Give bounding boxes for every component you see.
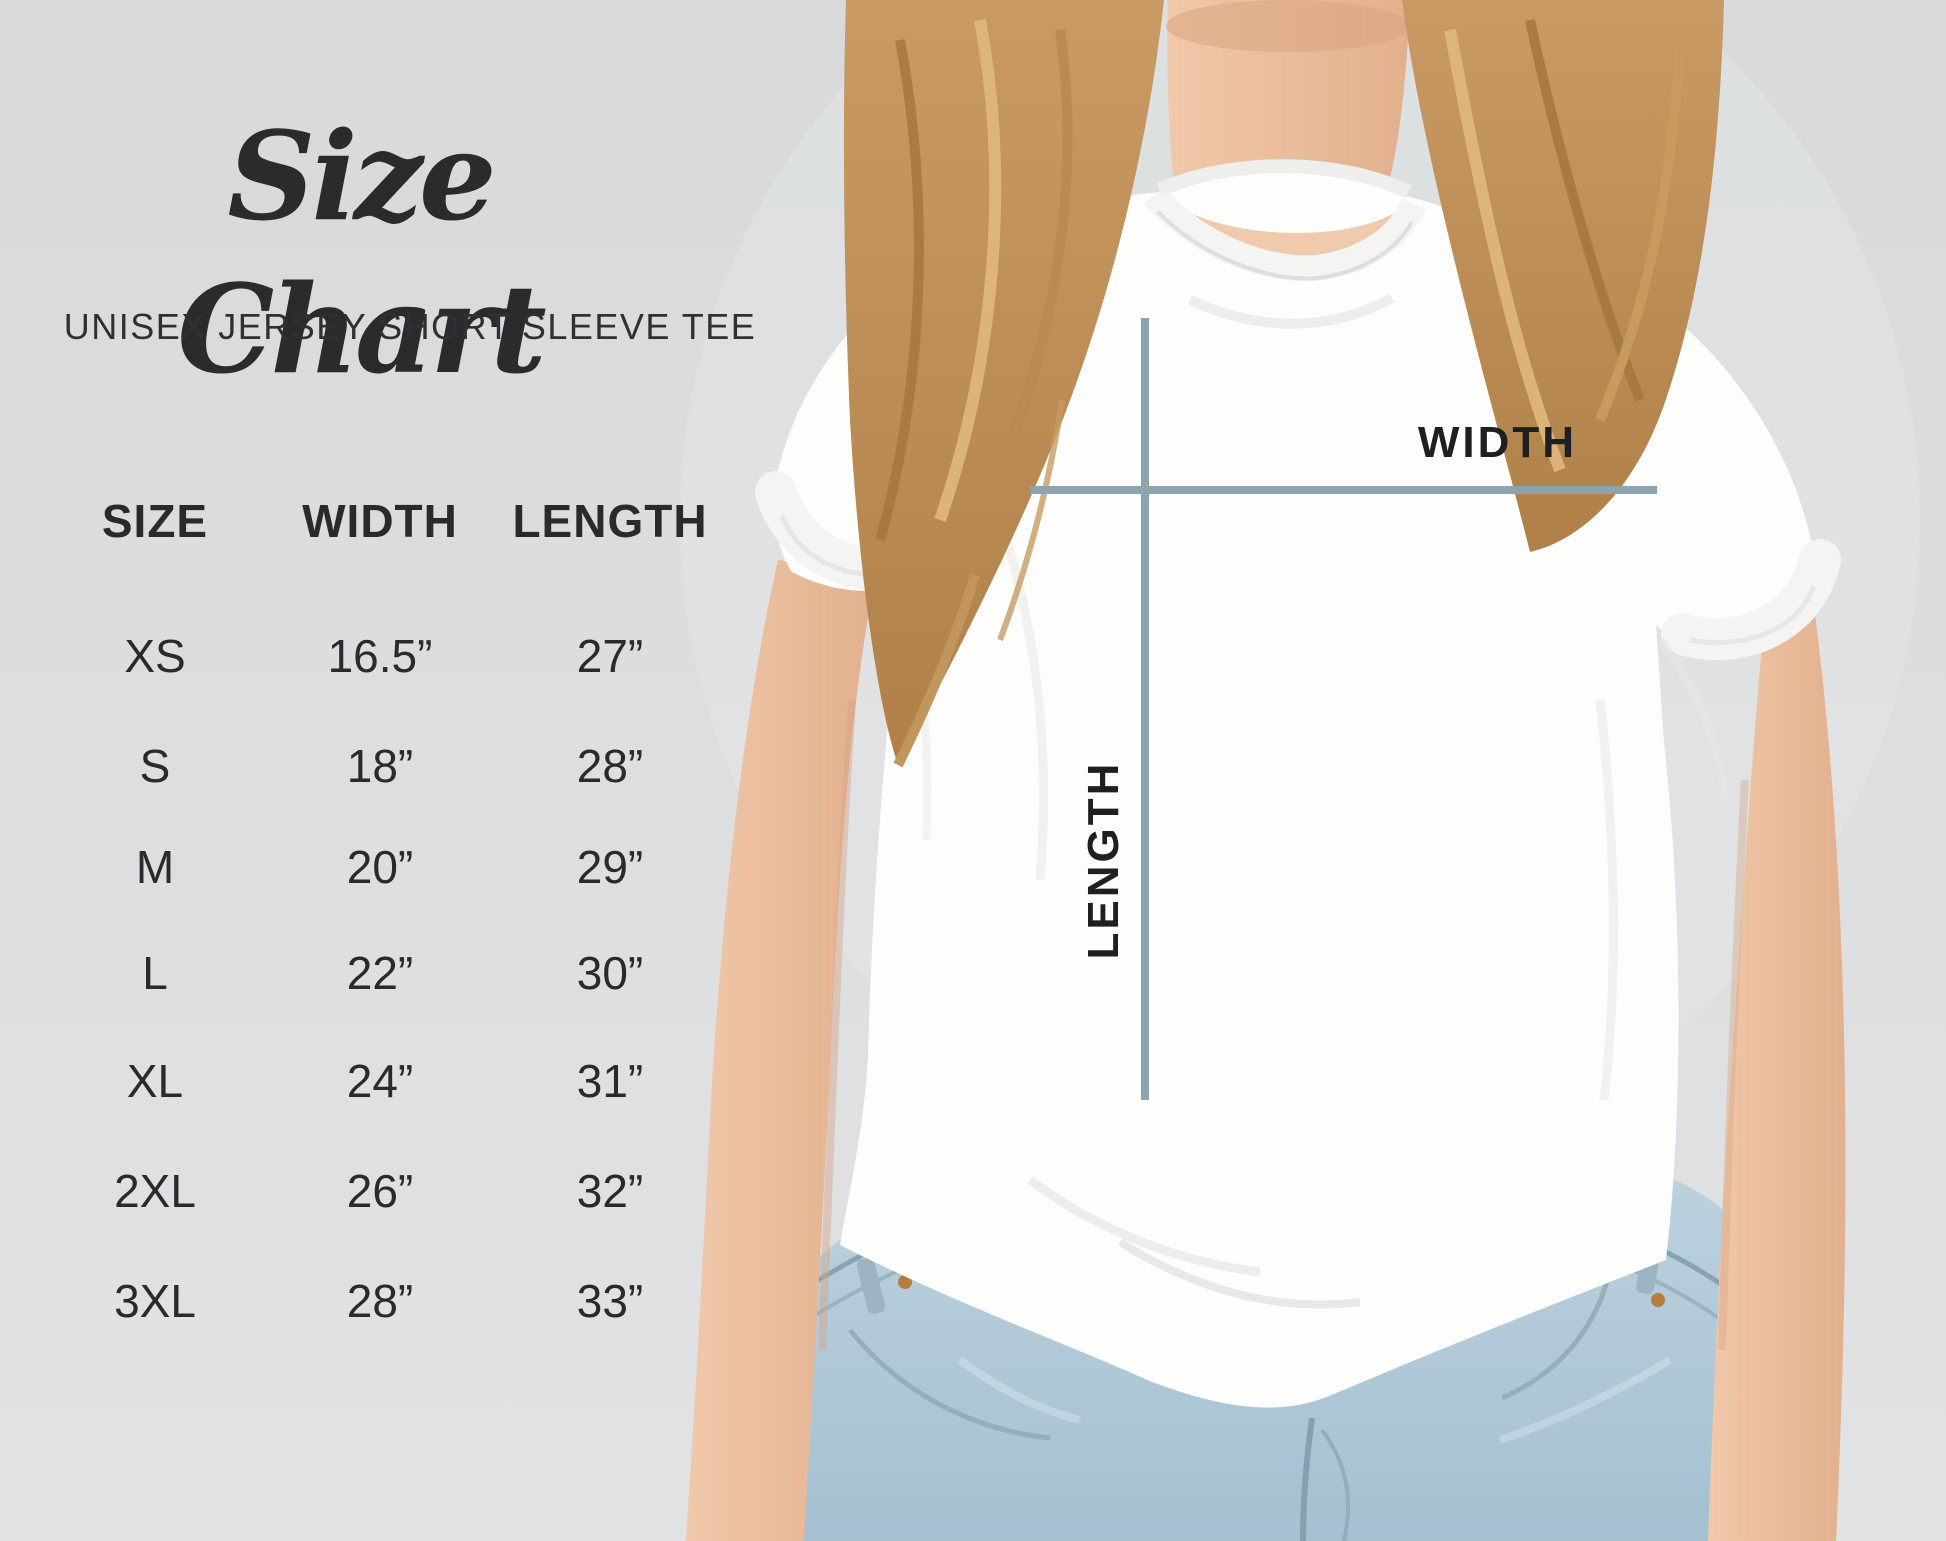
column-header-size: SIZE	[101, 495, 209, 547]
page-title: Size Chart	[177, 104, 546, 401]
cell-width: 20”	[346, 841, 414, 893]
left-arm-shape	[686, 560, 876, 1541]
length-line	[1141, 318, 1149, 1100]
hair-left-shape	[843, 0, 1164, 768]
cell-length: 32”	[576, 1165, 644, 1217]
cell-width: 26”	[346, 1165, 414, 1217]
table-row: 2XL 26” 32”	[40, 1162, 730, 1220]
cell-size: XL	[126, 1055, 184, 1107]
right-arm-shape	[1708, 615, 1846, 1541]
table-row: S 18” 28”	[40, 737, 730, 795]
width-line	[1030, 486, 1657, 494]
table-row: XS 16.5” 27”	[40, 627, 730, 685]
cell-size: XS	[124, 630, 186, 682]
cell-size: 2XL	[114, 1165, 196, 1217]
table-row: 3XL 28” 33”	[40, 1272, 730, 1330]
page-subtitle: UNISEX JERSEY SHORT SLEEVE TEE	[63, 306, 757, 347]
cell-size: 3XL	[114, 1275, 196, 1327]
cell-length: 31”	[576, 1055, 644, 1107]
length-label: LENGTH	[1079, 760, 1128, 960]
cell-length: 27”	[576, 630, 644, 682]
cell-size: L	[142, 947, 168, 999]
cell-length: 28”	[576, 740, 644, 792]
cell-width: 22”	[346, 947, 414, 999]
collar-shape	[1144, 159, 1426, 282]
cell-width: 18”	[346, 740, 414, 792]
width-label: WIDTH	[1417, 418, 1577, 467]
cell-width: 16.5”	[327, 630, 433, 682]
table-header-row: SIZE WIDTH LENGTH	[40, 492, 730, 550]
cell-length: 29”	[576, 841, 644, 893]
cell-length: 30”	[576, 947, 644, 999]
column-header-length: LENGTH	[512, 495, 708, 547]
cell-size: M	[135, 841, 175, 893]
cell-size: S	[139, 740, 171, 792]
column-header-width: WIDTH	[302, 495, 458, 547]
cell-width: 28”	[346, 1275, 414, 1327]
cell-width: 24”	[346, 1055, 414, 1107]
cell-length: 33”	[576, 1275, 644, 1327]
table-row: L 22” 30”	[40, 944, 730, 1002]
hair-right-shape	[1402, 0, 1724, 552]
table-row: XL 24” 31”	[40, 1052, 730, 1110]
table-row: M 20” 29”	[40, 838, 730, 896]
